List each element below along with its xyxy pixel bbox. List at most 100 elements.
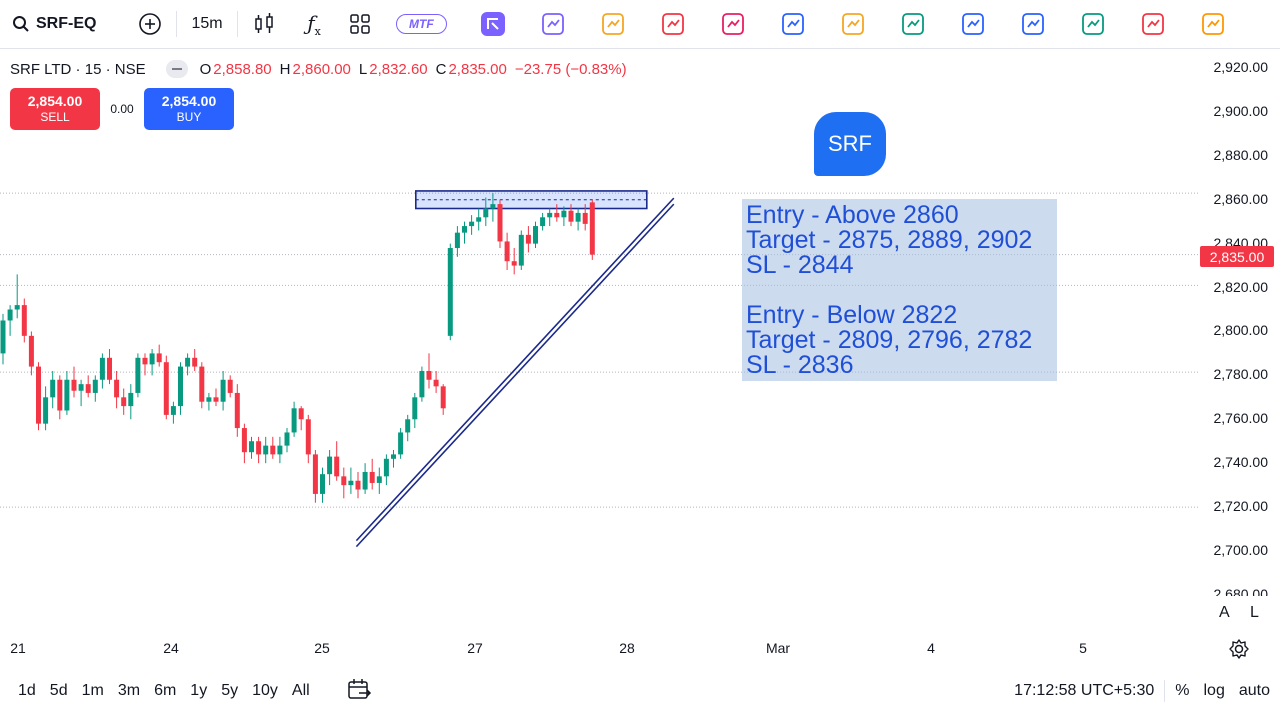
range-1y[interactable]: 1y — [190, 682, 208, 699]
time-tick-label: 4 — [927, 640, 935, 656]
candle-body — [213, 397, 219, 402]
indicators-button[interactable]: ƒx — [296, 6, 332, 42]
symbol-search[interactable]: SRF-EQ — [0, 15, 132, 33]
time-tick-label: 24 — [163, 640, 179, 656]
candle-body — [405, 419, 411, 433]
range-6m[interactable]: 6m — [154, 682, 177, 699]
price-tick-label: 2,780.00 — [1213, 366, 1269, 383]
briefcase-button[interactable] — [1183, 6, 1243, 42]
coin-button[interactable] — [583, 6, 643, 42]
candle-body — [504, 241, 510, 262]
candle-body — [142, 357, 148, 365]
time-tick-label: 5 — [1079, 640, 1087, 656]
range-5d[interactable]: 5d — [49, 682, 68, 699]
chart-up-button[interactable] — [1063, 6, 1123, 42]
stock-button[interactable] — [703, 6, 763, 42]
grid-icon — [350, 14, 370, 34]
auto-toggle[interactable]: auto — [1238, 682, 1270, 699]
goto-date-button[interactable] — [346, 677, 372, 706]
legend-open-key: O — [199, 60, 212, 78]
search-icon — [13, 16, 29, 32]
candle-body — [433, 379, 439, 387]
range-3m[interactable]: 3m — [117, 682, 141, 699]
note-line: SL - 2844 — [746, 251, 854, 279]
candle-body — [227, 379, 233, 393]
range-all[interactable]: All — [291, 682, 310, 699]
note-line: Entry - Above 2860 — [746, 201, 959, 229]
time-tick-label: 25 — [314, 640, 330, 656]
candle-body — [540, 217, 546, 227]
brand-icon — [480, 12, 505, 36]
toolbar-icons — [463, 6, 1243, 42]
candle-body — [412, 397, 418, 420]
chart-settings-button[interactable] — [1228, 638, 1250, 665]
auto-scale-button[interactable]: A — [1219, 604, 1230, 621]
trade-plan-note[interactable]: Entry - Above 2860 Target - 2875, 2889, … — [742, 199, 1057, 381]
hide-legend-icon[interactable] — [165, 60, 188, 78]
trade-panel: 2,854.00 SELL 0.00 2,854.00 BUY — [10, 88, 234, 130]
log-scale-button[interactable]: L — [1250, 604, 1259, 621]
candle-body — [263, 445, 269, 455]
briefcase-icon — [1201, 13, 1224, 35]
price-tick-label: 2,740.00 — [1213, 454, 1269, 471]
price-axis[interactable]: 2,920.00 2,900.00 2,880.00 2,860.00 2,840.00… — [1200, 48, 1280, 596]
legend-high-key: H — [279, 60, 291, 78]
range-1d[interactable]: 1d — [18, 682, 36, 699]
candle-body — [376, 476, 382, 483]
time-axis[interactable]: 21 24 25 27 28 Mar 4 5 — [0, 636, 1200, 662]
interval-button[interactable]: 15m — [191, 15, 223, 32]
sell-price: 2,854.00 — [27, 93, 83, 109]
candle-body — [249, 441, 254, 453]
compare-button[interactable] — [132, 6, 168, 42]
range-5y[interactable]: 5y — [221, 682, 239, 699]
sell-button[interactable]: 2,854.00 SELL — [10, 88, 100, 130]
candle-body — [383, 458, 389, 477]
candle-body — [426, 370, 432, 380]
candle-body — [327, 456, 333, 475]
resize-button[interactable] — [943, 6, 1003, 42]
candle-body — [483, 208, 489, 218]
candle-body — [149, 353, 155, 365]
shield-check-button[interactable] — [883, 6, 943, 42]
basket-button[interactable] — [823, 6, 883, 42]
spread-value: 0.00 — [110, 102, 134, 116]
divider — [237, 11, 238, 37]
exit-icon — [661, 13, 684, 35]
exit-button[interactable] — [643, 6, 703, 42]
mtf-button[interactable]: MTF — [396, 6, 447, 42]
candle-body — [21, 305, 27, 336]
brand-button[interactable] — [463, 6, 523, 42]
resize-icon — [961, 13, 984, 35]
fx-icon: ƒx — [307, 10, 321, 38]
chart-type-button[interactable] — [246, 6, 282, 42]
candle-body — [163, 362, 169, 415]
candle-body — [128, 392, 134, 407]
candle-body — [391, 454, 396, 459]
price-tick-label: 2,700.00 — [1213, 542, 1269, 558]
buy-price: 2,854.00 — [161, 93, 217, 109]
layouts-button[interactable] — [342, 6, 378, 42]
symbol-label: SRF-EQ — [36, 15, 97, 32]
coin-icon — [601, 13, 624, 35]
candle-body — [305, 419, 311, 455]
sell-label: SELL — [40, 110, 70, 124]
mtf-label: MTF — [396, 14, 447, 34]
percent-toggle[interactable]: % — [1175, 682, 1190, 699]
buy-button[interactable]: 2,854.00 BUY — [144, 88, 234, 130]
note-line: Target - 2875, 2889, 2902 — [746, 226, 1033, 254]
candle-body — [7, 309, 13, 321]
candle-body — [525, 234, 531, 244]
download-button[interactable] — [1003, 6, 1063, 42]
candle-body — [497, 204, 503, 242]
log-toggle[interactable]: log — [1203, 682, 1225, 699]
candle-body — [398, 432, 404, 455]
time-zone-display[interactable]: 17:12:58 UTC+5:30 — [1014, 682, 1155, 699]
candle-body — [554, 212, 560, 218]
bar-chart-button[interactable] — [523, 6, 583, 42]
range-1m[interactable]: 1m — [81, 682, 104, 699]
time-tick-label: 28 — [619, 640, 635, 656]
candle-body — [561, 210, 567, 218]
alarm-button[interactable] — [1123, 6, 1183, 42]
range-10y[interactable]: 10y — [252, 682, 278, 699]
sort-arrows-button[interactable] — [763, 6, 823, 42]
